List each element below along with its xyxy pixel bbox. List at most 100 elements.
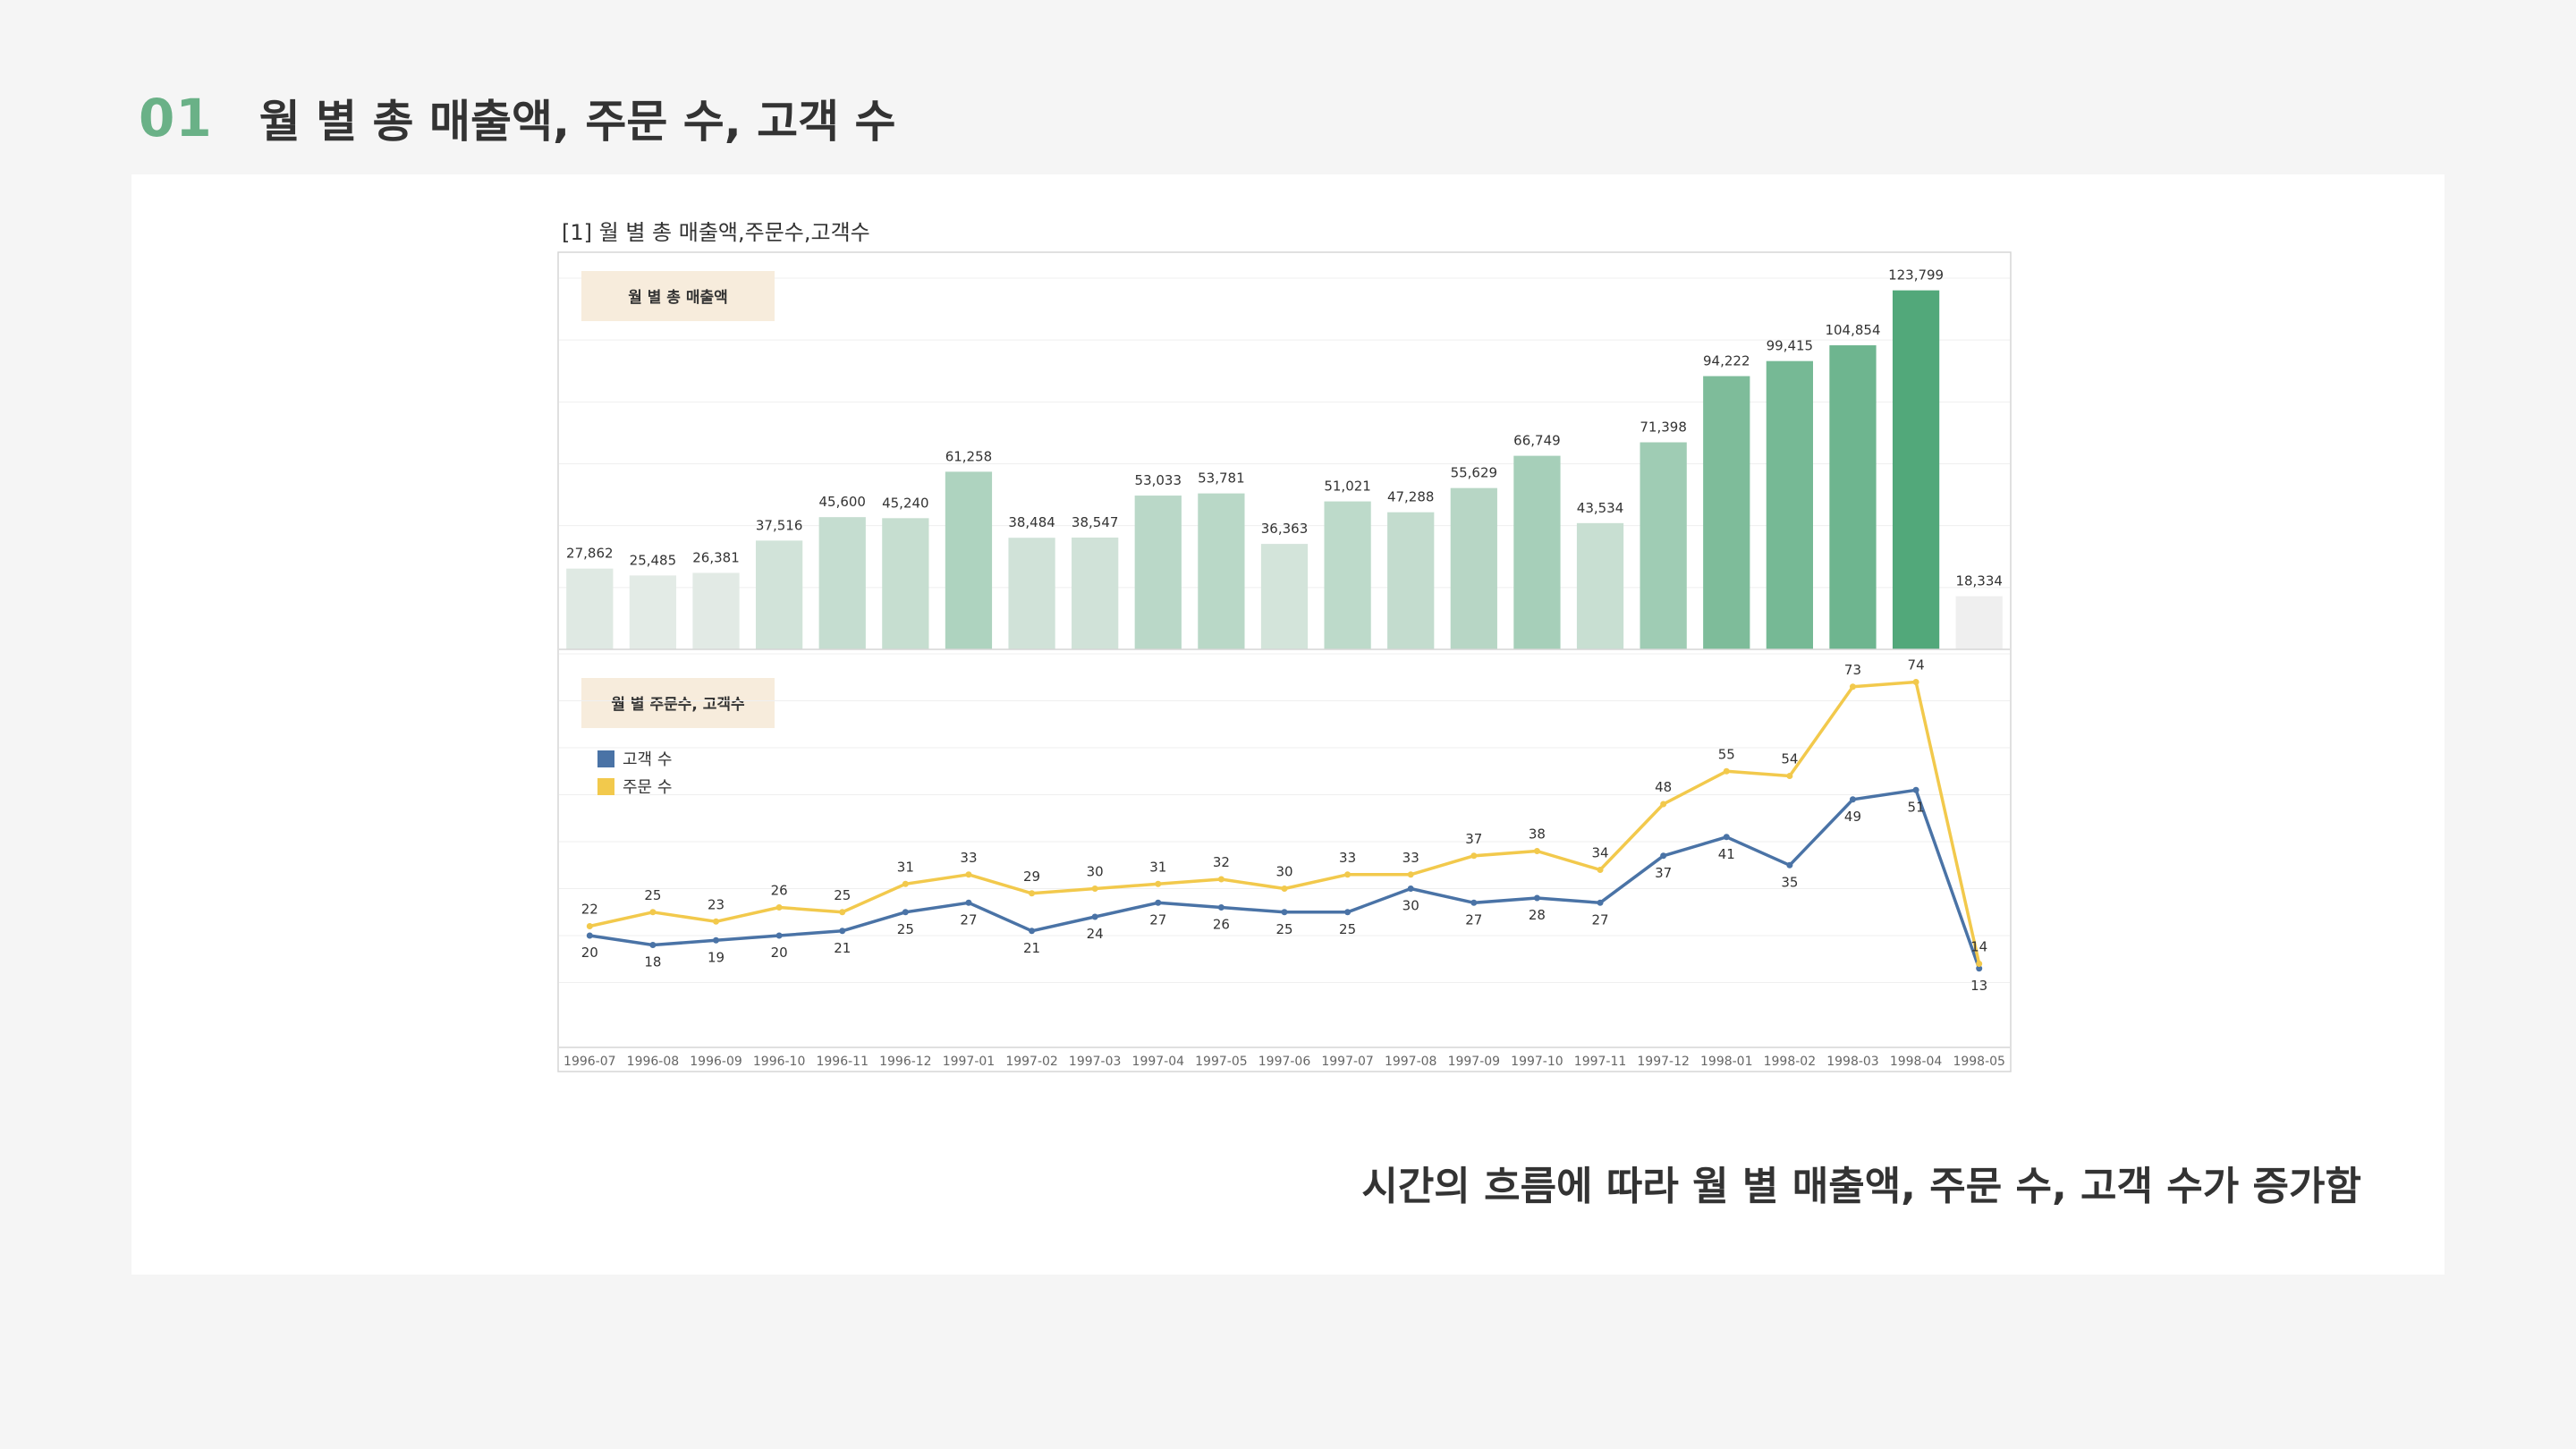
customers-point [1849,796,1856,803]
x-tick-label: 1997-12 [1637,1055,1690,1069]
customers-value-label: 20 [581,945,598,961]
x-tick-label: 1997-11 [1574,1055,1627,1069]
customers-point [1029,928,1036,935]
orders-point [839,909,846,916]
x-tick-label: 1997-06 [1258,1055,1311,1069]
revenue-bar-label: 25,485 [630,552,677,568]
customers-point [1344,909,1352,916]
orders-value-label: 73 [1844,662,1861,678]
customers-point [902,909,909,916]
customers-value-label: 27 [1591,911,1608,928]
orders-value-label: 29 [1023,869,1040,885]
customers-value-label: 24 [1087,926,1104,942]
revenue-bar-label: 45,240 [882,495,929,511]
x-tick-label: 1997-04 [1132,1055,1185,1069]
orders-value-label: 25 [834,887,851,903]
orders-value-label: 55 [1718,746,1735,762]
orders-point [1976,961,1983,967]
orders-value-label: 30 [1087,864,1104,880]
orders-value-label: 30 [1275,864,1292,880]
revenue-bar [1576,522,1624,649]
legend-label: 고객 수 [623,750,672,769]
x-tick-label: 1996-08 [627,1055,680,1069]
orders-point [1849,683,1856,691]
orders-value-label: 31 [1149,859,1166,875]
customers-point [1976,965,1983,972]
customers-value-label: 13 [1970,978,1987,994]
summary-text: 시간의 흐름에 따라 월 별 매출액, 주문 수, 고객 수가 증가함 [1361,1164,2361,1209]
revenue-bar-label: 51,021 [1324,479,1371,495]
revenue-bar [1892,290,1940,649]
count-panel-title-box [581,678,775,728]
customers-value-label: 19 [708,949,724,965]
orders-point [775,904,783,911]
revenue-bar-label: 26,381 [692,549,740,565]
section-number: 01 [139,88,213,148]
revenue-bar [1260,544,1309,649]
revenue-bar-label: 66,749 [1513,433,1561,449]
customers-value-label: 51 [1908,799,1925,815]
revenue-bar-label: 37,516 [756,517,803,533]
revenue-bar [1072,538,1119,649]
orders-value-label: 23 [708,896,724,912]
legend-label: 주문 수 [623,778,672,797]
revenue-bar-label: 38,547 [1072,514,1119,530]
revenue-bar [692,572,740,649]
x-tick-label: 1998-04 [1890,1055,1943,1069]
revenue-bar-label: 53,781 [1198,470,1245,487]
customers-point [1723,834,1730,841]
revenue-panel-title-box [581,271,775,321]
customers-value-label: 49 [1844,809,1861,825]
x-tick-label: 1998-02 [1764,1055,1817,1069]
orders-point [965,871,972,878]
orders-point [1407,871,1414,878]
x-tick-label: 1997-02 [1005,1055,1058,1069]
orders-value-label: 26 [771,883,788,899]
orders-point [1912,679,1919,685]
orders-point [1091,886,1098,892]
revenue-bar [566,568,614,649]
revenue-bar-label: 123,799 [1888,267,1944,284]
revenue-bar-label: 55,629 [1451,465,1498,481]
legend-swatch [597,778,614,795]
revenue-bar [1640,442,1687,649]
x-tick-label: 1996-09 [690,1055,742,1069]
revenue-bar-label: 99,415 [1767,338,1814,354]
customers-point [1155,899,1162,906]
orders-value-label: 48 [1655,779,1672,795]
customers-value-label: 18 [644,954,661,970]
customers-point [1217,904,1224,911]
orders-value-label: 33 [1339,850,1356,866]
customers-value-label: 28 [1529,907,1546,923]
customers-value-label: 20 [771,945,788,961]
customers-value-label: 21 [834,940,851,956]
section-heading: 01 월 별 총 매출액, 주문 수, 고객 수 [139,82,896,154]
revenue-bar [882,518,929,649]
customers-point [1597,899,1604,906]
orders-value-label: 22 [581,902,598,918]
revenue-bar [818,517,866,649]
revenue-bar [1450,487,1497,649]
customers-point [586,932,593,939]
revenue-bar-label: 61,258 [945,448,993,464]
revenue-bar-label: 94,222 [1703,353,1750,369]
x-tick-label: 1997-09 [1448,1055,1501,1069]
customers-value-label: 27 [1149,911,1166,928]
revenue-bar [1703,376,1750,649]
revenue-bar [945,471,993,649]
orders-point [1281,886,1288,892]
orders-point [1470,852,1478,860]
revenue-bar-label: 53,033 [1135,472,1182,488]
revenue-bar [1134,496,1182,649]
chart-area: 27,862 25,485 26,381 37,516 45,600 45,240 61,2… [557,251,2012,1072]
customers-value-label: 25 [1339,921,1356,937]
count-panel-title: 월 별 주문수, 고객수 [611,696,745,714]
orders-value-label: 34 [1591,845,1608,861]
revenue-bar [1513,455,1561,649]
revenue-bar-label: 38,484 [1008,514,1055,530]
revenue-bar [756,540,803,649]
orders-point [1217,876,1224,883]
revenue-bar-label: 71,398 [1640,419,1687,436]
orders-value-label: 37 [1465,831,1482,847]
orders-value-label: 32 [1213,854,1230,870]
